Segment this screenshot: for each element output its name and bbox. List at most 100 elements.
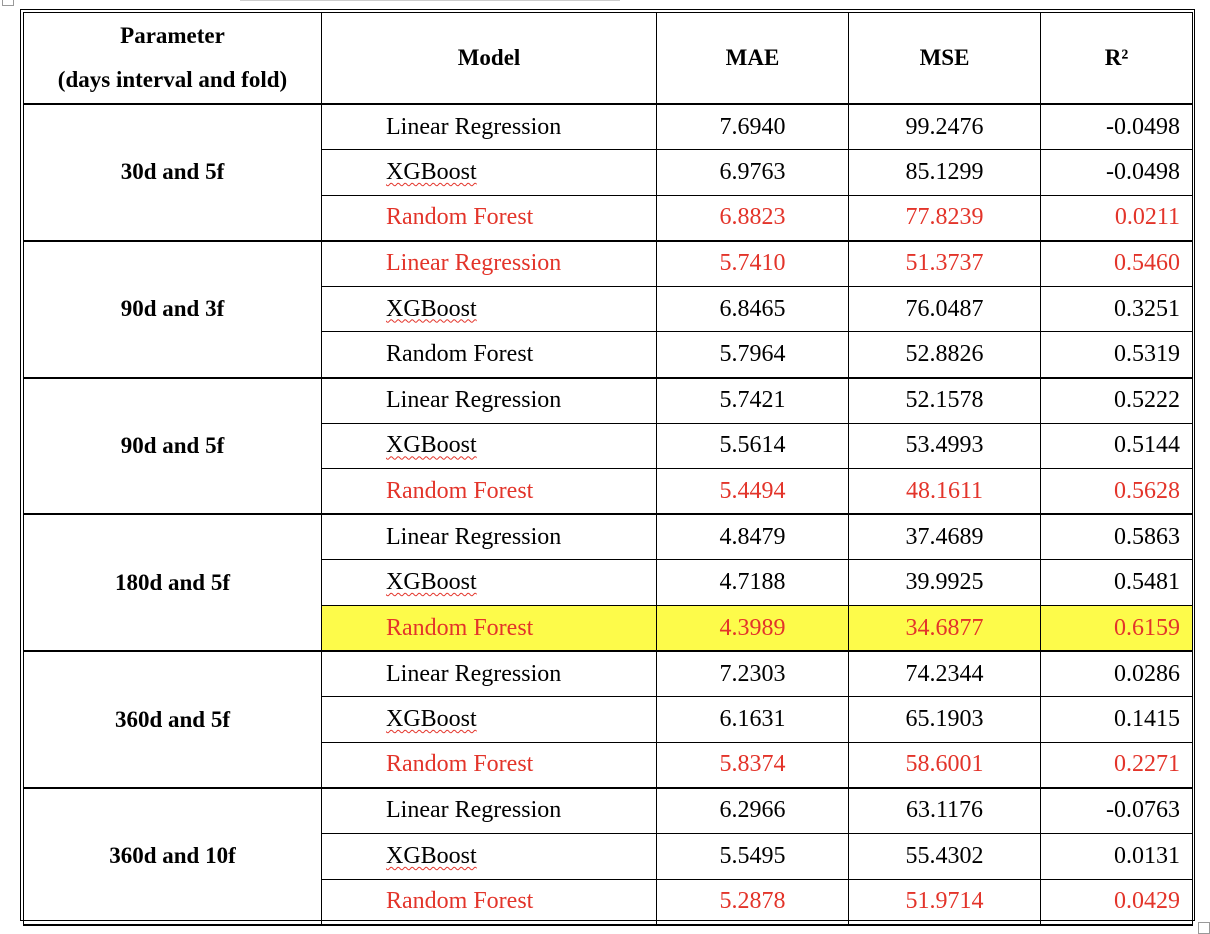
r2-cell: 0.0211 — [1040, 194, 1193, 242]
mae-cell: 7.6940 — [656, 103, 849, 151]
mae-cell: 6.9763 — [656, 149, 849, 196]
model-name: Random Forest — [386, 477, 534, 504]
table-row: Random Forest 5.8374 58.6001 0.2271 — [24, 741, 1193, 789]
header-parameter-line1: Parameter — [120, 23, 225, 48]
model-name: XGBoost — [386, 706, 477, 733]
mae-cell: 5.2878 — [656, 878, 849, 926]
mae-cell: 4.3989 — [656, 605, 849, 653]
r2-cell: 0.0286 — [1040, 650, 1193, 698]
mae-cell: 5.5614 — [656, 422, 849, 470]
mae-cell: 6.1631 — [656, 696, 849, 743]
mae-cell: 5.4494 — [656, 468, 849, 516]
r2-cell: 0.0131 — [1040, 833, 1193, 880]
model-name: Linear Regression — [386, 250, 562, 277]
header-mse: MSE — [848, 12, 1041, 105]
r2-cell: 0.6159 — [1040, 605, 1193, 653]
r2-cell: 0.5319 — [1040, 331, 1193, 379]
r2-cell: 0.0429 — [1040, 878, 1193, 926]
mae-cell: 6.8465 — [656, 285, 849, 333]
table-row: XGBoost 6.8465 76.0487 0.3251 — [24, 285, 1193, 333]
model-cell: XGBoost — [321, 696, 657, 743]
parameter-cell: 360d and 10f — [23, 787, 322, 926]
mae-cell: 5.8374 — [656, 741, 849, 789]
model-cell: XGBoost — [321, 422, 657, 470]
results-table-frame: Parameter (days interval and fold) Model… — [20, 9, 1195, 926]
model-cell: Linear Regression — [321, 103, 657, 151]
model-name: Linear Regression — [386, 797, 562, 824]
table-row: Random Forest 5.2878 51.9714 0.0429 — [24, 878, 1193, 926]
table-row: XGBoost 5.5495 55.4302 0.0131 — [24, 833, 1193, 880]
table-row: 180d and 5f Linear Regression 4.8479 37.468… — [23, 513, 1193, 653]
model-name: Linear Regression — [386, 523, 562, 550]
page-top-rule — [240, 0, 620, 1]
header-model: Model — [321, 12, 657, 105]
model-cell: Random Forest — [321, 741, 657, 789]
table-row: XGBoost 6.1631 65.1903 0.1415 — [24, 696, 1193, 743]
model-name: XGBoost — [386, 295, 477, 322]
table-row: 90d and 5f Linear Regression 5.7421 52.1578… — [23, 377, 1193, 516]
model-cell: Random Forest — [321, 331, 657, 379]
mse-cell: 51.3737 — [848, 240, 1041, 287]
model-cell: XGBoost — [321, 833, 657, 880]
model-cell: XGBoost — [321, 285, 657, 333]
model-cell: Random Forest — [321, 468, 657, 516]
mae-cell: 4.8479 — [656, 513, 849, 561]
mse-cell: 63.1176 — [848, 787, 1041, 834]
mae-cell: 6.2966 — [656, 787, 849, 834]
model-name: XGBoost — [386, 158, 477, 185]
mae-cell: 5.5495 — [656, 833, 849, 880]
mse-cell: 65.1903 — [848, 696, 1041, 743]
mse-cell: 53.4993 — [848, 422, 1041, 470]
mse-cell: 52.8826 — [848, 331, 1041, 379]
r2-cell: -0.0498 — [1040, 103, 1193, 151]
r2-cell: 0.3251 — [1040, 285, 1193, 333]
header-mae: MAE — [656, 12, 849, 105]
table-row: 90d and 3f Linear Regression 5.7410 51.3737… — [23, 240, 1193, 379]
parameter-cell: 180d and 5f — [23, 513, 322, 653]
mse-cell: 55.4302 — [848, 833, 1041, 880]
model-cell: Linear Regression — [321, 377, 657, 424]
mse-cell: 34.6877 — [848, 605, 1041, 653]
r2-cell: 0.1415 — [1040, 696, 1193, 743]
table-row: Random Forest 6.8823 77.8239 0.0211 — [24, 194, 1193, 242]
mse-cell: 58.6001 — [848, 741, 1041, 789]
table-row: XGBoost 4.7188 39.9925 0.5481 — [24, 559, 1193, 607]
mae-cell: 7.2303 — [656, 650, 849, 698]
model-name: Random Forest — [386, 341, 534, 368]
model-cell: XGBoost — [321, 559, 657, 607]
crop-mark-top-left — [2, 0, 14, 6]
mae-cell: 5.7421 — [656, 377, 849, 424]
parameter-cell: 90d and 5f — [23, 377, 322, 516]
mse-cell: 74.2344 — [848, 650, 1041, 698]
model-cell: Random Forest — [321, 605, 657, 653]
table-row: 360d and 10f Linear Regression 6.2966 63.11… — [23, 787, 1193, 926]
mse-cell: 76.0487 — [848, 285, 1041, 333]
model-name: XGBoost — [386, 569, 477, 596]
model-name: Linear Regression — [386, 387, 562, 414]
table-row: XGBoost 6.9763 85.1299 -0.0498 — [24, 149, 1193, 196]
header-parameter: Parameter (days interval and fold) — [23, 12, 322, 105]
model-cell: XGBoost — [321, 149, 657, 196]
mse-cell: 37.4689 — [848, 513, 1041, 561]
table-row: 360d and 5f Linear Regression 7.2303 74.234… — [23, 650, 1193, 789]
model-cell: Linear Regression — [321, 513, 657, 561]
parameter-cell: 90d and 3f — [23, 240, 322, 379]
r2-cell: 0.5863 — [1040, 513, 1193, 561]
header-parameter-line2: (days interval and fold) — [57, 67, 288, 92]
model-cell: Random Forest — [321, 194, 657, 242]
model-name: Random Forest — [386, 614, 534, 641]
r2-cell: 0.5460 — [1040, 240, 1193, 287]
mae-cell: 4.7188 — [656, 559, 849, 607]
table-row: Random Forest 5.7964 52.8826 0.5319 — [24, 331, 1193, 379]
mse-cell: 48.1611 — [848, 468, 1041, 516]
r2-cell: -0.0763 — [1040, 787, 1193, 834]
results-table: Parameter (days interval and fold) Model… — [23, 12, 1193, 926]
mse-cell: 52.1578 — [848, 377, 1041, 424]
model-name: Random Forest — [386, 751, 534, 778]
mae-cell: 6.8823 — [656, 194, 849, 242]
mse-cell: 77.8239 — [848, 194, 1041, 242]
header-r2: R² — [1040, 12, 1193, 105]
model-name: XGBoost — [386, 432, 477, 459]
mse-cell: 85.1299 — [848, 149, 1041, 196]
model-name: Random Forest — [386, 204, 534, 231]
